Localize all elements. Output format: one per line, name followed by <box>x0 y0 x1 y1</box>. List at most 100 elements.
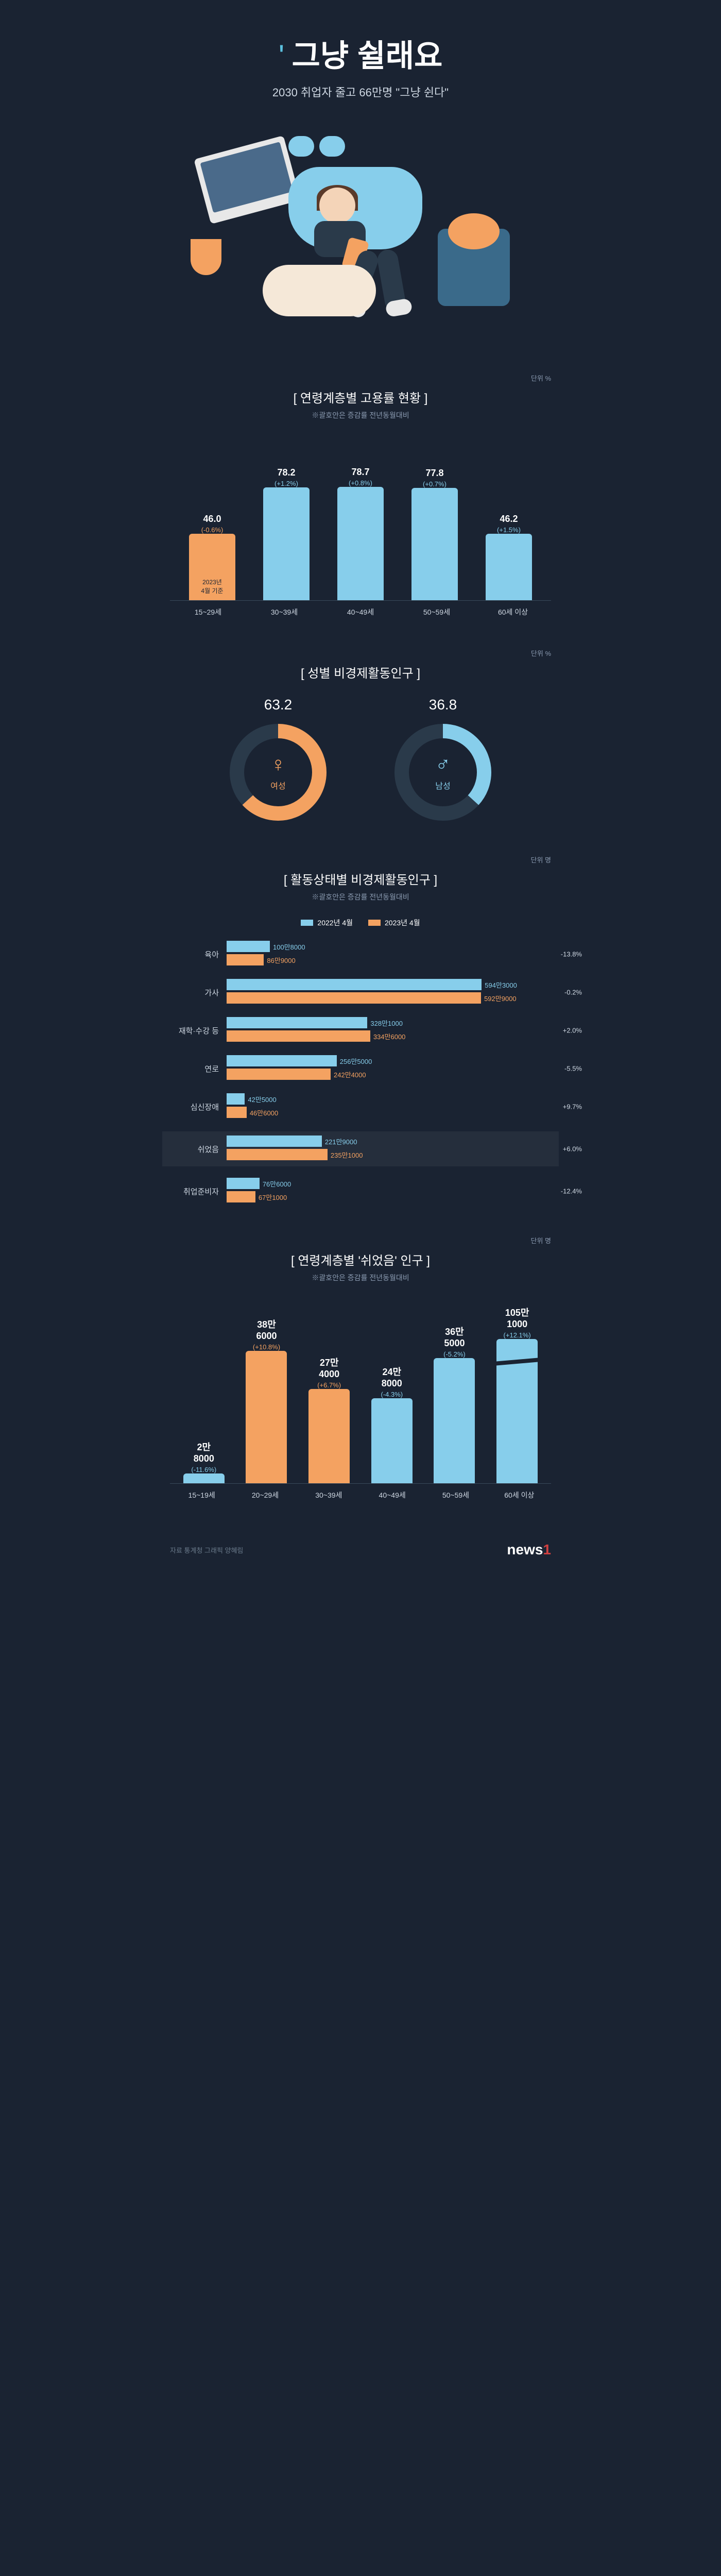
chart1-unit: 단위 % <box>170 373 551 383</box>
hbar-change: -5.5% <box>564 1065 582 1073</box>
bar <box>308 1389 350 1483</box>
hbar-value: 594만3000 <box>485 980 517 990</box>
hbar-2023: 86만9000 <box>227 954 264 965</box>
hbar-2023: 334만6000 <box>227 1030 370 1042</box>
hbars-unit: 단위 명 <box>170 855 551 865</box>
hbar-bars: 221만9000 235만1000 +6.0% <box>227 1136 551 1162</box>
axis-label: 30~39세 <box>303 1490 354 1500</box>
hbar-category: 연로 <box>170 1063 227 1074</box>
hbar-2022: 594만3000 <box>227 979 482 990</box>
bar-value: 36만 5000 <box>444 1325 465 1349</box>
hbar-value: 235만1000 <box>331 1150 363 1160</box>
bar <box>486 534 532 600</box>
hbar-category: 취업준비자 <box>170 1186 227 1197</box>
axis-label: 15~29세 <box>180 607 236 617</box>
hbar-bars: 256만5000 242만4000 -5.5% <box>227 1055 551 1082</box>
employment-rate-section: 단위 % [ 연령계층별 고용률 현황 ] ※괄호안은 증감률 전년동월대비 4… <box>170 373 551 617</box>
donut-item: 36.8 ♂ 남성 <box>391 697 494 824</box>
bar <box>337 487 384 600</box>
bar-group: 46.0 (-0.6%) 2023년4월 기준 <box>184 514 241 600</box>
bar-value: 2만 8000 <box>194 1440 214 1464</box>
donuts-unit: 단위 % <box>170 648 551 658</box>
bar <box>263 487 310 600</box>
hbar-value: 256만5000 <box>340 1056 372 1066</box>
footer-source: 자료 통계청 그래픽 양혜림 <box>170 1545 243 1555</box>
hbar-value: 46만6000 <box>250 1108 278 1117</box>
hbar-value: 334만6000 <box>373 1031 406 1041</box>
hero-illustration <box>185 136 536 342</box>
hbar-row: 육아 100만8000 86만9000 -13.8% <box>170 941 551 968</box>
bar-change: (+0.8%) <box>349 479 372 487</box>
hbar-category: 심신장애 <box>170 1101 227 1112</box>
hbar-2022: 42만5000 <box>227 1093 245 1105</box>
bar-group: 77.8 (+0.7%) <box>406 468 463 600</box>
bar-change: (-0.6%) <box>201 526 224 534</box>
bar-group: 105만 1000 (+12.1%) <box>491 1306 543 1483</box>
hbar-category: 쉬었음 <box>170 1144 227 1155</box>
legend-swatch <box>368 920 381 926</box>
gender-section: 단위 % [ 성별 비경제활동인구 ] 63.2 ♀ 여성 36.8 <box>170 648 551 824</box>
bar-value: 105만 1000 <box>505 1306 529 1330</box>
hbar-2022: 256만5000 <box>227 1055 337 1066</box>
legend-item: 2023년 4월 <box>368 918 420 928</box>
chart2-axis-labels: 15~19세20~29세30~39세40~49세50~59세60세 이상 <box>170 1490 551 1500</box>
hero-subtitle: 2030 취업자 줄고 66만명 "그냥 쉰다" <box>170 83 551 100</box>
axis-break <box>494 1358 540 1366</box>
bar-group: 27만 4000 (+6.7%) <box>303 1355 355 1483</box>
activity-status-section: 단위 명 [ 활동상태별 비경제활동인구 ] ※괄호안은 증감률 전년동월대비 … <box>170 855 551 1205</box>
hbar-change: -12.4% <box>561 1188 582 1195</box>
hbar-2023: 235만1000 <box>227 1149 328 1160</box>
hbar-row: 심신장애 42만5000 46만6000 +9.7% <box>170 1093 551 1120</box>
hbar-value: 592만9000 <box>484 993 517 1003</box>
hbar-bars: 594만3000 592만9000 -0.2% <box>227 979 551 1006</box>
legend-swatch <box>301 920 313 926</box>
hbar-row: 취업준비자 76만6000 67만1000 -12.4% <box>170 1178 551 1205</box>
hbar-change: +9.7% <box>563 1103 582 1111</box>
hbar-2023: 67만1000 <box>227 1191 255 1202</box>
donut-ring: ♀ 여성 <box>227 721 330 824</box>
hbar-value: 42만5000 <box>248 1094 276 1104</box>
bar-change: (+1.5%) <box>497 526 521 534</box>
hbar-bars: 328만1000 334만6000 +2.0% <box>227 1017 551 1044</box>
bar-group: 38만 6000 (+10.8%) <box>241 1317 292 1483</box>
bar-change: (+0.7%) <box>423 480 447 488</box>
axis-label: 50~59세 <box>430 1490 482 1500</box>
footer: 자료 통계청 그래픽 양혜림 news1 <box>170 1531 551 1568</box>
hbar-change: -13.8% <box>561 951 582 958</box>
bar-value: 46.2 <box>500 514 518 524</box>
axis-label: 60세 이상 <box>493 1490 545 1500</box>
bar-group: 36만 5000 (-5.2%) <box>428 1325 480 1483</box>
hbar-value: 328만1000 <box>370 1018 403 1028</box>
hbar-category: 가사 <box>170 987 227 998</box>
hbar-bars: 42만5000 46만6000 +9.7% <box>227 1093 551 1120</box>
bar-change: (-11.6%) <box>191 1466 216 1473</box>
bar-value: 27만 4000 <box>319 1355 339 1380</box>
hbar-bars: 76만6000 67만1000 -12.4% <box>227 1178 551 1205</box>
bar-group: 24만 8000 (-4.3%) <box>366 1365 418 1483</box>
hbar-2023: 46만6000 <box>227 1107 247 1118</box>
employment-rate-chart: 46.0 (-0.6%) 2023년4월 기준 78.2 (+1.2%) 78.… <box>170 436 551 601</box>
hbar-row: 연로 256만5000 242만4000 -5.5% <box>170 1055 551 1082</box>
legend-label: 2023년 4월 <box>385 918 420 928</box>
bar <box>496 1339 538 1483</box>
rest-by-age-section: 단위 명 [ 연령계층별 '쉬었음' 인구 ] ※괄호안은 증감률 전년동월대비… <box>170 1235 551 1500</box>
donut-value: 63.2 <box>227 697 330 713</box>
hbar-value: 67만1000 <box>259 1192 287 1202</box>
hbar-category: 육아 <box>170 949 227 960</box>
axis-label: 60세 이상 <box>485 607 541 617</box>
hbars-legend: 2022년 4월 2023년 4월 <box>170 918 551 928</box>
chart1-title: [ 연령계층별 고용률 현황 ] <box>170 388 551 406</box>
hbar-2022: 100만8000 <box>227 941 270 952</box>
bar-change: (-5.2%) <box>443 1350 466 1358</box>
hbar-row: 가사 594만3000 592만9000 -0.2% <box>170 979 551 1006</box>
legend-label: 2022년 4월 <box>317 918 353 928</box>
bar <box>371 1398 413 1483</box>
hbars-title: [ 활동상태별 비경제활동인구 ] <box>170 870 551 888</box>
bar-value: 78.7 <box>351 467 369 478</box>
axis-label: 50~59세 <box>408 607 465 617</box>
gender-icon: ♂ <box>435 753 451 776</box>
donut-item: 63.2 ♀ 여성 <box>227 697 330 824</box>
quote-icon: ' <box>279 38 284 74</box>
bar-group: 78.2 (+1.2%) <box>258 467 315 600</box>
hbar-2023: 592만9000 <box>227 992 481 1004</box>
